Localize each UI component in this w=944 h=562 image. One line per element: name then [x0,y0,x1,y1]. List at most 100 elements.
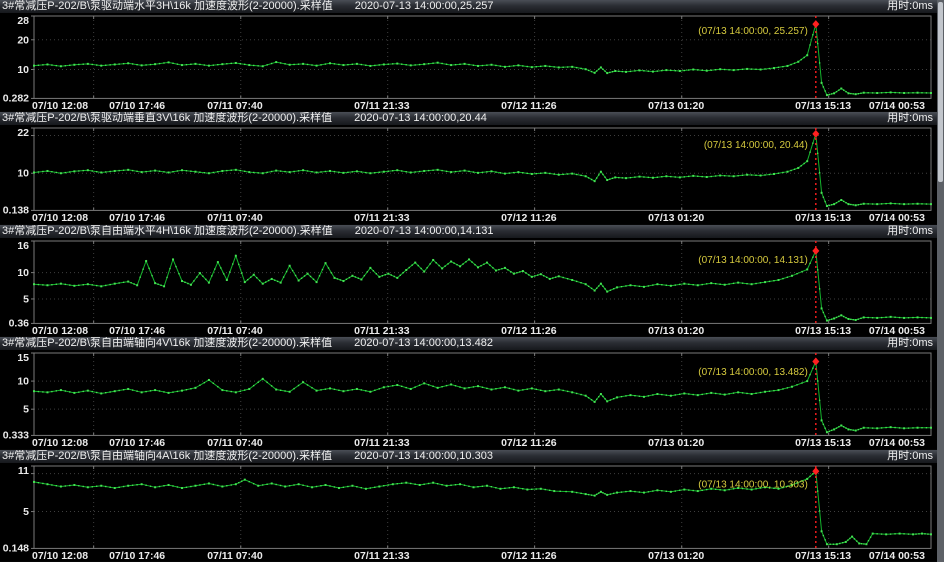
x-axis-label: 07/10 17:46 [109,212,165,224]
x-axis-label: 07/14 00:53 [869,550,925,562]
chart-panel-1: 3#常减压P-202/B\泵驱动端水平3H\16k 加速度波形(2-20000)… [0,0,937,112]
x-axis-label: 07/14 00:53 [869,100,925,112]
x-axis-label: 07/10 12:08 [32,100,88,112]
x-axis-label: 07/11 21:33 [354,437,410,449]
y-axis-label: 10 [17,376,29,388]
x-axis-label: 07/13 15:13 [795,100,851,112]
x-axis-label: 07/13 01:20 [648,325,704,337]
x-axis-label: 07/13 15:13 [795,325,851,337]
x-axis-label: 07/14 00:53 [869,437,925,449]
elapsed-time-label: 用时:0ms [887,225,937,238]
trend-chart[interactable]: 2820100.28207/10 12:0807/10 17:4607/11 0… [0,14,937,111]
x-axis-label: 07/10 17:46 [109,437,165,449]
y-axis-label: 10 [17,267,29,279]
x-axis-label: 07/11 07:40 [207,550,263,562]
x-axis-label: 07/12 11:26 [501,437,557,449]
chart-header: 3#常减压P-202/B\泵自由端轴向4A\16k 加速度波形(2-20000)… [0,450,937,464]
x-axis-label: 07/12 11:26 [501,325,557,337]
chart-title: 3#常减压P-202/B\泵驱动端水平3H\16k 加速度波形(2-20000)… [0,0,333,13]
x-axis-label: 07/10 17:46 [109,100,165,112]
y-axis-label: 16 [17,240,29,252]
x-axis-label: 07/10 12:08 [32,437,88,449]
x-axis-label: 07/12 11:26 [501,212,557,224]
trend-chart[interactable]: 11 5 0.14807/10 12:08 07/10 17:46 07/11 07:4… [0,464,937,561]
x-axis-label: 07/11 07:40 [207,437,263,449]
plot-border [34,241,931,323]
plot-border [34,466,931,548]
y-axis-label: 5 [23,506,29,518]
x-axis-label: 07/11 07:40 [207,212,263,224]
cursor-annotation: (07/13 14:00:00, 10.303) [698,479,808,490]
cursor-annotation: (07/13 14:00:00, 25.257) [698,26,808,37]
x-axis-label: 07/13 01:20 [648,550,704,562]
chart-timestamp-value: 2020-07-13 14:00:00,10.303 [354,450,493,463]
x-axis-label: 07/13 01:20 [648,100,704,112]
x-axis-label: 07/11 07:40 [207,100,263,112]
x-axis-label: 07/11 21:33 [354,100,410,112]
x-axis-label: 07/13 15:13 [795,437,851,449]
x-axis-label: 07/13 01:20 [648,212,704,224]
y-axis-label: 0.333 [3,430,29,442]
x-axis-label: 07/11 21:33 [354,325,410,337]
x-axis-label: 07/14 00:53 [869,212,925,224]
chart-timestamp-value: 2020-07-13 14:00:00,14.131 [355,225,494,238]
y-axis-label: 10 [17,64,29,76]
chart-header: 3#常减压P-202/B\泵驱动端水平3H\16k 加速度波形(2-20000)… [0,0,937,14]
peak-marker [812,130,819,138]
y-axis-label: 0.138 [3,205,29,217]
chart-panel-4: 3#常减压P-202/B\泵自由端轴向4V\16k 加速度波形(2-20000)… [0,337,937,449]
elapsed-time-label: 用时:0ms [887,337,937,350]
trend-chart[interactable]: 22 10 0.13807/10 12:08 07/10 17:46 07/11 07:… [0,126,937,223]
x-axis-label: 07/11 07:40 [207,325,263,337]
scrollbar-thumb[interactable] [938,2,943,182]
y-axis-label: 22 [17,127,29,139]
chart-timestamp-value: 2020-07-13 14:00:00,13.482 [354,337,493,350]
cursor-annotation: (07/13 14:00:00, 13.482) [698,367,808,378]
y-axis-label: 10 [17,168,29,180]
chart-header: 3#常减压P-202/B\泵自由端水平4H\16k 加速度波形(2-20000)… [0,225,937,239]
chart-header: 3#常减压P-202/B\泵驱动端垂直3V\16k 加速度波形(2-20000)… [0,112,937,126]
y-axis-label: 15 [17,352,29,364]
peak-marker [812,358,819,366]
x-axis-label: 07/12 11:26 [501,100,557,112]
trend-chart[interactable]: 16 10 5 0.3607/10 12:08 07/10 17:46 07/11 07:… [0,239,937,336]
x-axis-label: 07/13 15:13 [795,212,851,224]
chart-title: 3#常减压P-202/B\泵自由端轴向4V\16k 加速度波形(2-20000)… [0,337,332,350]
chart-timestamp-value: 2020-07-13 14:00:00,25.257 [355,0,494,13]
x-axis-label: 07/10 17:46 [109,325,165,337]
x-axis-label: 07/11 21:33 [354,550,410,562]
x-axis-label: 07/10 12:08 [32,325,88,337]
y-axis-label: 28 [17,15,29,27]
x-axis-label: 07/11 21:33 [354,212,410,224]
x-axis-label: 07/14 00:53 [869,325,925,337]
x-axis-label: 07/10 12:08 [32,212,88,224]
elapsed-time-label: 用时:0ms [887,450,937,463]
cursor-annotation: (07/13 14:00:00, 20.44) [704,140,808,151]
chart-header: 3#常减压P-202/B\泵自由端轴向4V\16k 加速度波形(2-20000)… [0,337,937,351]
chart-panel-2: 3#常减压P-202/B\泵驱动端垂直3V\16k 加速度波形(2-20000)… [0,112,937,224]
x-axis-label: 07/13 01:20 [648,437,704,449]
chart-title: 3#常减压P-202/B\泵自由端水平4H\16k 加速度波形(2-20000)… [0,225,333,238]
y-axis-label: 20 [17,34,29,46]
y-axis-label: 0.36 [9,317,30,329]
y-axis-label: 5 [23,404,29,416]
cursor-annotation: (07/13 14:00:00, 14.131) [698,255,808,266]
x-axis-label: 07/10 17:46 [109,550,165,562]
trend-monitor-window: 3#常减压P-202/B\泵驱动端水平3H\16k 加速度波形(2-20000)… [0,0,944,562]
chart-panel-5: 3#常减压P-202/B\泵自由端轴向4A\16k 加速度波形(2-20000)… [0,450,937,562]
chart-panel-3: 3#常减压P-202/B\泵自由端水平4H\16k 加速度波形(2-20000)… [0,225,937,337]
y-axis-label: 11 [18,465,29,477]
x-axis-label: 07/12 11:26 [501,550,557,562]
chart-panels-container: 3#常减压P-202/B\泵驱动端水平3H\16k 加速度波形(2-20000)… [0,0,937,562]
elapsed-time-label: 用时:0ms [887,112,937,125]
y-axis-label: 5 [23,293,29,305]
x-axis-label: 07/13 15:13 [795,550,851,562]
plot-border [34,353,931,435]
chart-timestamp-value: 2020-07-13 14:00:00,20.44 [354,112,487,125]
trend-chart[interactable]: 15 10 5 0.33307/10 12:08 07/10 17:46 07/11 07… [0,351,937,448]
y-axis-label: 0.148 [3,542,29,554]
x-axis-label: 07/10 12:08 [32,550,88,562]
vertical-scrollbar[interactable] [937,0,944,562]
peak-marker [812,247,819,255]
chart-title: 3#常减压P-202/B\泵驱动端垂直3V\16k 加速度波形(2-20000)… [0,112,332,125]
